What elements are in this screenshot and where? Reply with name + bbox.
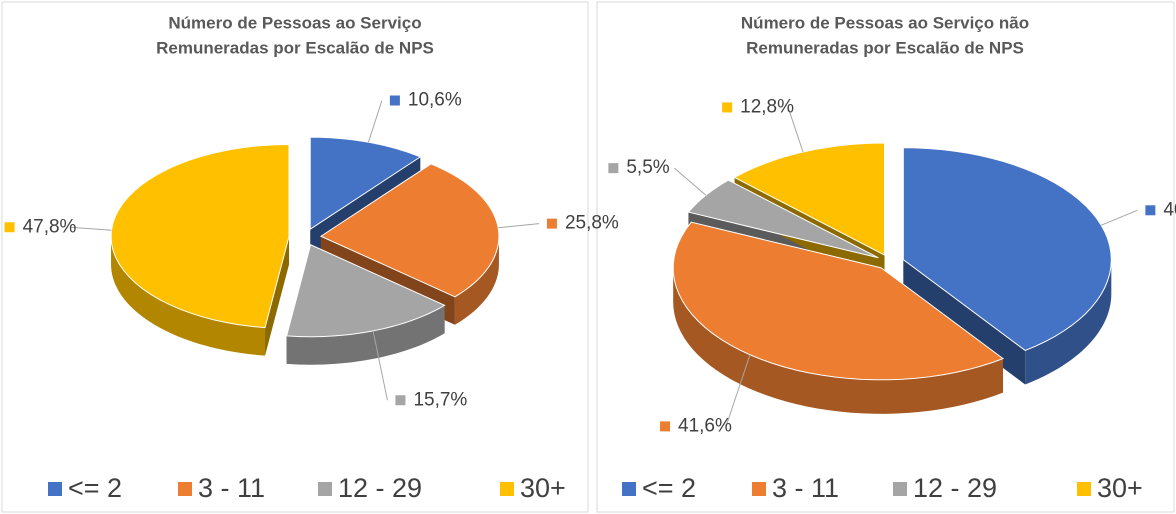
leader-line	[1101, 209, 1138, 226]
legend-label: 30+	[520, 473, 566, 503]
label-swatch	[1145, 205, 1156, 216]
chart-title: Número de Pessoas ao Serviço não	[741, 13, 1029, 32]
data-label: 10,6%	[408, 90, 462, 111]
slice-cut	[265, 236, 290, 356]
chart-title: Remuneradas por Escalão de NPS	[156, 38, 434, 57]
label-swatch	[660, 421, 671, 432]
slice-tops	[110, 136, 500, 338]
panel-border	[596, 1, 1175, 513]
slice-side	[111, 236, 266, 356]
legend-swatch	[178, 482, 192, 496]
label-swatch	[389, 95, 400, 106]
slice-side	[286, 305, 445, 365]
label-swatch	[546, 218, 557, 229]
legend-label: <= 2	[642, 473, 696, 503]
legend-label: 3 - 11	[772, 473, 839, 503]
panel-border	[1, 1, 589, 513]
slice-side	[454, 236, 499, 325]
label-swatch	[4, 222, 15, 233]
legend-swatch	[893, 482, 907, 496]
slice-side	[673, 267, 1004, 414]
legend-label: 12 - 29	[338, 473, 422, 503]
legend-swatch	[318, 482, 332, 496]
legend-swatch	[500, 482, 514, 496]
slice	[687, 179, 879, 259]
label-swatch	[608, 163, 619, 174]
data-label: 5,5%	[626, 157, 669, 178]
leader-line	[368, 100, 383, 143]
data-label: 47,8%	[23, 216, 77, 237]
legend-swatch	[1077, 482, 1091, 496]
leader-line	[498, 223, 539, 229]
slice-side	[1025, 259, 1112, 385]
leader-line	[372, 330, 388, 401]
legend-label: 3 - 11	[198, 473, 265, 503]
data-label: 15,7%	[413, 389, 467, 410]
data-label: 12,8%	[740, 96, 794, 117]
label-swatch	[722, 102, 733, 113]
slice-tops	[672, 142, 1112, 381]
leader-line	[70, 226, 112, 231]
data-label: 41,6%	[678, 415, 732, 436]
legend-label: 12 - 29	[913, 473, 997, 503]
slice	[733, 142, 886, 256]
slice	[902, 147, 1112, 352]
legend-label: 30+	[1097, 473, 1143, 503]
leader-line	[787, 107, 804, 153]
data-label: 40,0%	[1163, 199, 1176, 220]
label-swatch	[395, 395, 406, 406]
legend-label: <= 2	[68, 473, 122, 503]
chart-title: Remuneradas por Escalão de NPS	[746, 38, 1024, 57]
leader-line	[725, 354, 751, 427]
legend-swatch	[48, 482, 62, 496]
legend-swatch	[622, 482, 636, 496]
legend-swatch	[752, 482, 766, 496]
slice	[309, 136, 422, 231]
leader-line	[674, 167, 707, 196]
data-label: 25,8%	[565, 213, 619, 234]
chart-title: Número de Pessoas ao Serviço	[168, 13, 421, 32]
